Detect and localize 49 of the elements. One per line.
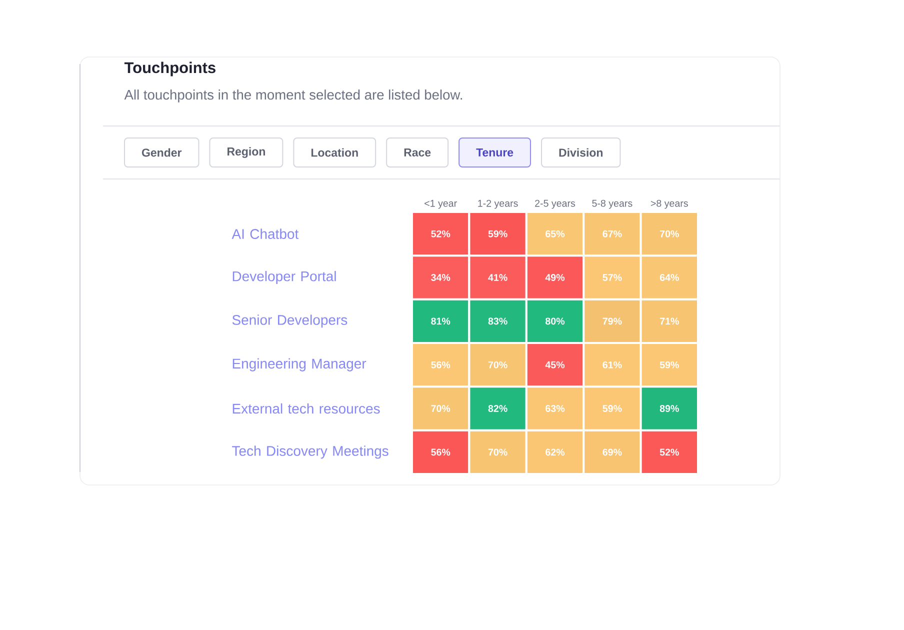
y-tick-label: Senior Developers (232, 314, 348, 328)
data-label: 56% (431, 361, 450, 368)
data-label: 83% (488, 318, 508, 325)
y-tick-label: AI Chatbot (232, 228, 299, 239)
y-tick-label: External tech resources (232, 403, 380, 414)
text: Location (311, 148, 358, 157)
text: Division (559, 148, 603, 157)
data-label: 34% (431, 274, 450, 281)
text: Tenure (476, 148, 514, 156)
x-tick-label: >8 years (650, 200, 688, 209)
data-label: 63% (546, 405, 565, 412)
data-label: 80% (546, 318, 565, 325)
data-label: 41% (488, 274, 508, 281)
x-tick-label: 1-2 years (478, 200, 518, 209)
data-label: 67% (602, 230, 622, 238)
data-label: 64% (660, 274, 679, 281)
data-label: 61% (602, 361, 622, 368)
data-label: 89% (660, 405, 679, 412)
y-tick-label: Engineering Manager (232, 358, 366, 372)
data-label: 69% (602, 448, 622, 456)
data-label: 65% (546, 230, 565, 238)
data-label: 52% (660, 448, 679, 456)
x-tick-label: <1 year (424, 200, 457, 209)
text: Gender (142, 148, 182, 157)
data-label: 70% (488, 448, 508, 456)
data-label: 79% (602, 318, 622, 325)
text: All touchpoints in the moment selected are listed below. (124, 90, 462, 102)
data-label: 49% (545, 274, 565, 281)
text: Touchpoints (124, 62, 216, 76)
data-label: 45% (545, 361, 565, 368)
data-label: 70% (488, 361, 508, 368)
text: Region (228, 147, 265, 158)
data-label: 62% (546, 448, 565, 456)
y-tick-label: Developer Portal (232, 270, 336, 284)
data-label: 70% (431, 405, 450, 412)
data-label: 57% (602, 274, 622, 281)
data-label: 82% (488, 405, 508, 412)
y-tick-label: Tech Discovery Meetings (232, 446, 388, 459)
data-label: 59% (602, 405, 622, 412)
x-tick-label: 2-5 years (535, 200, 576, 209)
data-label: 56% (431, 448, 450, 456)
data-label: 59% (488, 230, 508, 238)
data-label: 81% (431, 318, 450, 325)
text: Race (404, 148, 431, 156)
data-label: 71% (660, 318, 679, 325)
data-label: 59% (660, 361, 679, 368)
data-label: 52% (431, 230, 450, 238)
x-tick-label: 5-8 years (592, 200, 632, 209)
data-label: 70% (660, 230, 679, 238)
